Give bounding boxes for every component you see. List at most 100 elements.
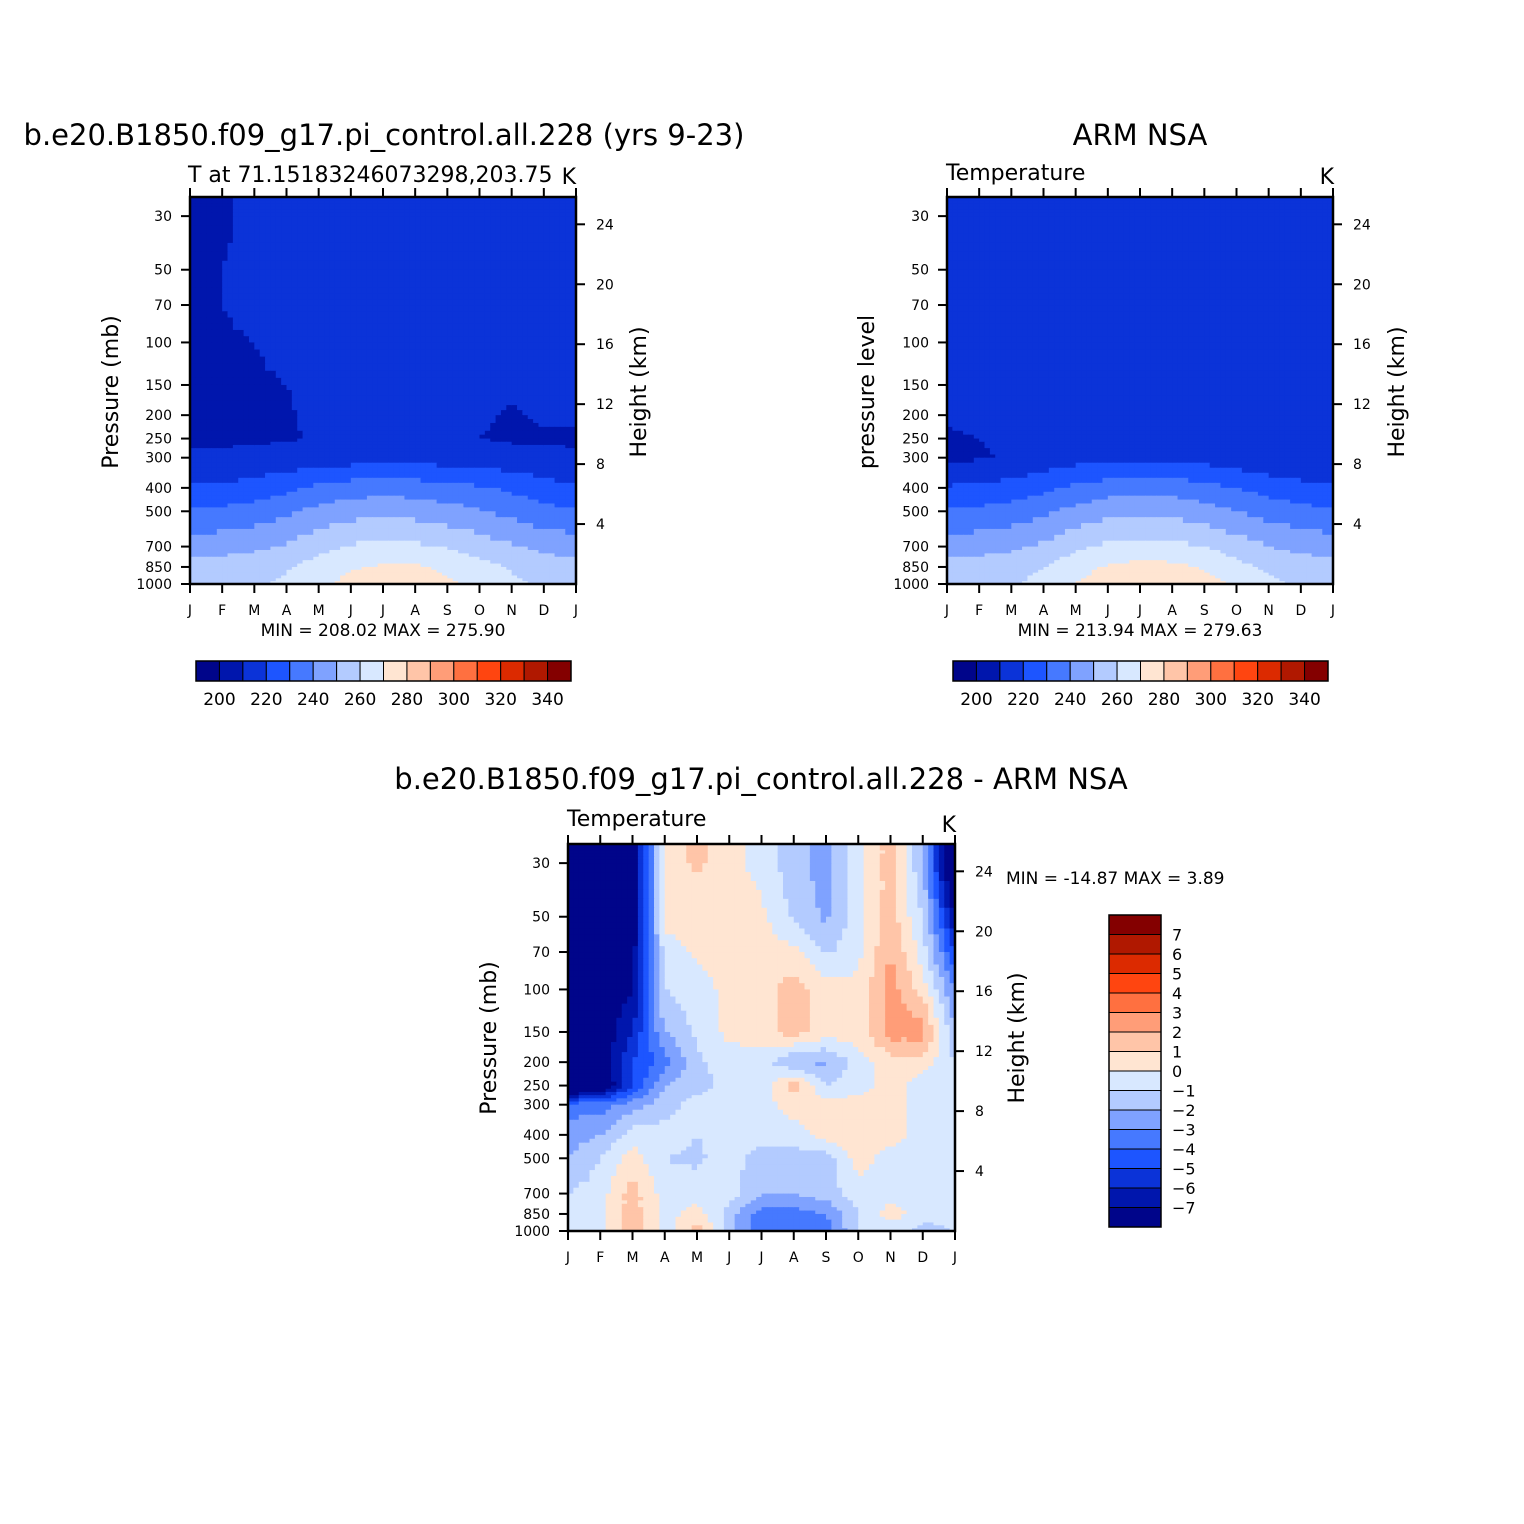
contour-cell [270, 390, 277, 396]
contour-cell [318, 560, 325, 565]
contour-cell [211, 553, 218, 558]
contour-cell [393, 323, 400, 331]
contour-cell [248, 457, 255, 464]
contour-cell [554, 517, 561, 524]
contour-cell [388, 305, 395, 312]
contour-cell [270, 517, 277, 524]
contour-cell [495, 384, 502, 391]
contour-cell [206, 242, 213, 253]
contour-cell [490, 511, 497, 518]
contour-cell [452, 349, 459, 358]
contour-cell [206, 299, 213, 306]
contour-cell [206, 281, 213, 288]
contour-cell [345, 457, 352, 464]
contour-cell [318, 462, 325, 469]
contour-cell [452, 448, 459, 452]
contour-cell [340, 269, 347, 277]
contour-cell [511, 225, 518, 235]
contour-cell [265, 233, 272, 244]
contour-cell [474, 415, 481, 420]
contour-cell [248, 206, 255, 211]
contour-cell [500, 426, 507, 432]
contour-cell [549, 405, 556, 411]
contour-cell [484, 419, 491, 424]
contour-cell [248, 499, 255, 505]
contour-cell [436, 419, 443, 424]
contour-cell [281, 438, 288, 443]
contour-cell [340, 405, 347, 411]
contour-cell [297, 384, 304, 391]
contour-cell [366, 275, 373, 283]
contour-cell [474, 384, 481, 391]
contour-cell [259, 242, 266, 253]
contour-cell [248, 451, 255, 456]
contour-cell [291, 260, 298, 271]
contour-cell [565, 299, 572, 306]
contour-cell [227, 311, 234, 319]
contour-cell [409, 329, 416, 337]
contour-cell [227, 287, 234, 294]
contour-cell [275, 400, 282, 406]
contour-cell [356, 517, 363, 524]
contour-cell [254, 441, 261, 446]
contour-cell [377, 503, 384, 508]
contour-cell [549, 225, 556, 235]
contour-cell [570, 305, 576, 312]
contour-cell [527, 410, 534, 416]
contour-cell [195, 426, 202, 432]
contour-cell [420, 363, 427, 372]
contour-cell [216, 390, 223, 396]
contour-cell [324, 242, 330, 253]
contour-cell [388, 336, 395, 344]
contour-cell [195, 528, 202, 536]
contour-cell [372, 377, 379, 386]
contour-cell [415, 293, 422, 300]
contour-cell [404, 233, 411, 244]
contour-cell [441, 269, 448, 277]
contour-cell [275, 251, 282, 262]
contour-cell [356, 540, 363, 548]
contour-cell [468, 370, 475, 379]
contour-cell [549, 540, 556, 548]
contour-cell [415, 363, 422, 372]
contour-cell [506, 426, 513, 432]
contour-cell [265, 342, 272, 351]
contour-cell [511, 349, 518, 358]
contour-cell [361, 546, 368, 551]
contour-cell [329, 454, 336, 459]
contour-cell [345, 422, 352, 428]
contour-cell [248, 438, 255, 443]
contour-cell [420, 451, 427, 456]
contour-cell [399, 370, 406, 379]
contour-cell [436, 441, 443, 446]
contour-cell [318, 410, 325, 416]
contour-cell [340, 563, 347, 568]
contour-cell [216, 233, 223, 244]
contour-cell [404, 370, 411, 379]
contour-cell [356, 457, 363, 464]
contour-cell [522, 384, 529, 391]
contour-cell [570, 390, 576, 396]
contour-cell [206, 457, 213, 464]
contour-cell [425, 349, 432, 358]
contour-cell [313, 467, 320, 474]
contour-cell [415, 225, 422, 235]
contour-cell [356, 503, 363, 508]
contour-cell [281, 242, 288, 253]
contour-cell [270, 503, 277, 508]
contour-cell [527, 293, 534, 300]
contour-cell [361, 305, 368, 312]
contour-cell [517, 349, 523, 358]
contour-cell [211, 556, 218, 561]
contour-cell [281, 317, 288, 325]
contour-cell [463, 260, 470, 271]
contour-cell [399, 342, 406, 351]
contour-cell [270, 462, 277, 469]
contour-cell [393, 260, 400, 271]
contour-cell [527, 482, 534, 489]
contour-cell [313, 523, 320, 530]
contour-cell [222, 426, 229, 432]
contour-cell [458, 349, 465, 358]
contour-cell [431, 216, 438, 226]
contour-cell [200, 444, 207, 449]
